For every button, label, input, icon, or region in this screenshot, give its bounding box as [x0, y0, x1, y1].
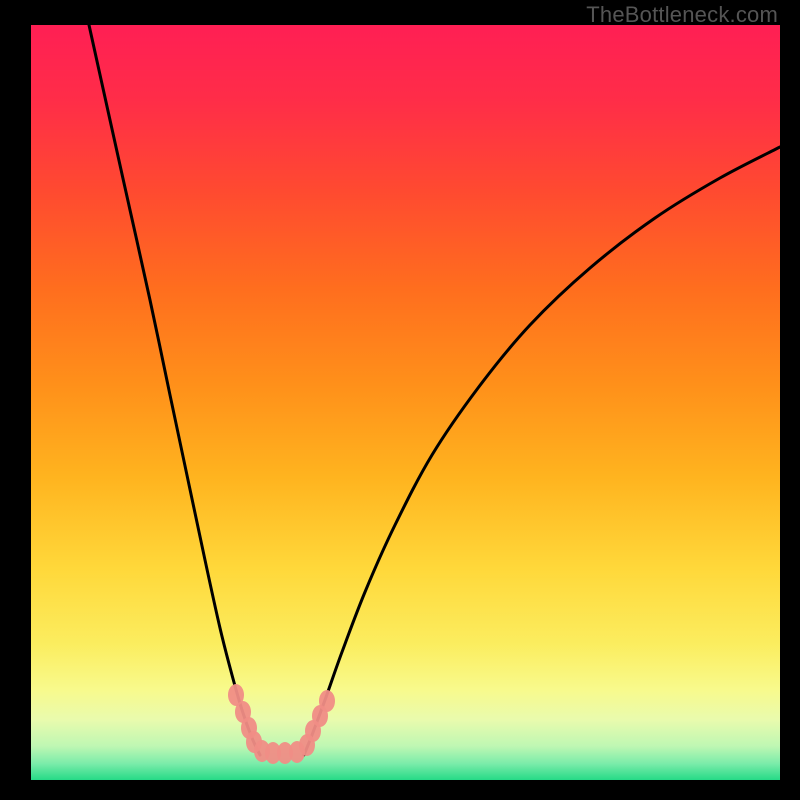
curve-left-branch	[89, 25, 260, 755]
curve-right-branch	[304, 147, 780, 755]
curve-marker	[319, 690, 335, 712]
watermark-text: TheBottleneck.com	[586, 2, 778, 28]
marker-group	[228, 684, 335, 764]
bottleneck-curve	[0, 0, 800, 800]
